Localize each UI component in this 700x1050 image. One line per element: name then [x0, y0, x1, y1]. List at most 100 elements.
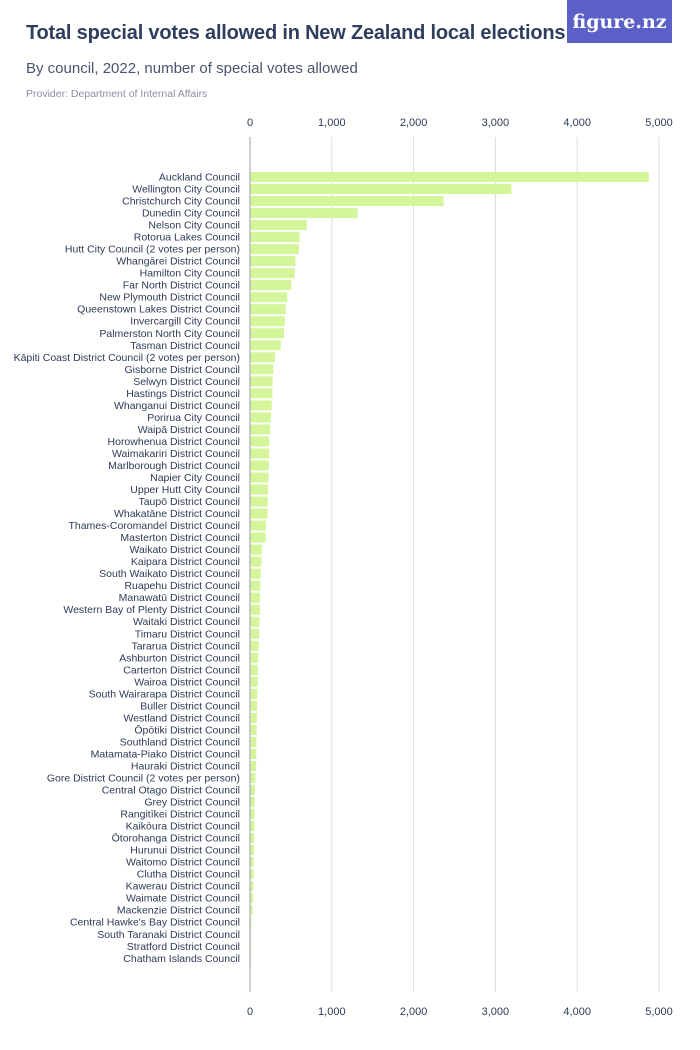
category-label: Masterton District Council — [120, 532, 240, 544]
category-label: Kawerau District Council — [126, 881, 240, 893]
category-label: Grey District Council — [144, 797, 240, 809]
category-label: Napier City Council — [150, 472, 240, 484]
bar — [250, 652, 259, 663]
bar — [250, 292, 288, 303]
bar — [250, 508, 268, 519]
bar — [250, 917, 252, 928]
bar — [250, 400, 272, 411]
bar — [250, 833, 255, 844]
category-label: Timaru District Council — [135, 628, 240, 640]
gridlines — [249, 137, 660, 992]
category-label: Palmerston North City Council — [99, 328, 240, 340]
category-label: Central Hawke's Bay District Council — [70, 917, 240, 929]
bar — [250, 592, 260, 603]
bar — [250, 340, 281, 351]
category-label: Western Bay of Plenty District Council — [63, 604, 240, 616]
category-label: Chatham Islands Council — [123, 953, 240, 965]
bar — [250, 929, 251, 940]
bar — [250, 280, 292, 291]
bar — [250, 436, 270, 447]
category-label: South Waikato District Council — [99, 568, 240, 580]
category-label: Marlborough District Council — [108, 460, 240, 472]
category-label: Ashburton District Council — [119, 652, 240, 664]
figure-nz-logo[interactable]: figure.nz — [567, 0, 672, 43]
category-label: Ōtorohanga District Council — [112, 833, 240, 845]
category-label: Taupō District Council — [138, 496, 240, 508]
bar — [250, 905, 253, 916]
category-label: Hurunui District Council — [130, 845, 240, 857]
category-label: Westland District Council — [123, 712, 240, 724]
data-provider: Provider: Department of Internal Affairs — [26, 88, 208, 100]
bottom-axis-ticks: 0 1,000 2,000 3,000 4,000 5,000 — [247, 1006, 673, 1018]
x-tick-label-bottom: 0 — [247, 1006, 253, 1018]
bar — [250, 496, 268, 507]
category-label: Hutt City Council (2 votes per person) — [65, 244, 240, 256]
category-label: Selwyn District Council — [133, 376, 240, 388]
category-label: Far North District Council — [123, 280, 240, 292]
chart-subtitle: By council, 2022, number of special vote… — [26, 60, 358, 77]
x-tick-label-top: 4,000 — [563, 117, 591, 129]
category-label: Rangitīkei District Council — [120, 809, 240, 821]
bar — [250, 448, 270, 459]
category-label: South Wairarapa District Council — [89, 688, 240, 700]
category-label: Whakatāne District Council — [114, 508, 240, 520]
bar — [250, 857, 254, 868]
category-label: Carterton District Council — [123, 664, 240, 676]
category-label: Auckland Council — [159, 172, 240, 184]
bar — [250, 220, 307, 231]
bar — [250, 424, 271, 435]
category-label: Hamilton City Council — [140, 268, 240, 280]
bar — [250, 712, 257, 723]
x-tick-label-top: 2,000 — [400, 117, 428, 129]
category-label: Whangārei District Council — [116, 256, 240, 268]
bar — [250, 172, 649, 182]
category-label: Central Otago District Council — [102, 785, 240, 797]
bar — [250, 532, 266, 543]
category-label: Waimate District Council — [126, 893, 240, 905]
bar — [250, 412, 271, 423]
bar — [250, 544, 262, 555]
bar — [250, 244, 299, 255]
bar — [250, 688, 258, 699]
category-label: Waipā District Council — [138, 424, 240, 436]
category-label: Waimakariri District Council — [112, 448, 240, 460]
x-tick-label-top: 3,000 — [482, 117, 510, 129]
category-label: Waitaki District Council — [133, 616, 240, 628]
bar — [250, 676, 258, 687]
category-label: Ōpōtiki District Council — [134, 724, 240, 736]
bar — [250, 845, 254, 856]
category-label: Queenstown Lakes District Council — [77, 304, 240, 316]
bar — [250, 316, 285, 327]
bar — [250, 268, 295, 279]
category-label: Gore District Council (2 votes per perso… — [47, 773, 240, 785]
x-tick-label-top: 5,000 — [645, 117, 673, 129]
category-label: Matamata-Piako District Council — [91, 748, 240, 760]
x-tick-label-bottom: 3,000 — [482, 1006, 510, 1018]
category-label: Christchurch City Council — [122, 196, 240, 208]
bar — [250, 388, 273, 399]
category-label: Gisborne District Council — [124, 364, 240, 376]
bar — [250, 520, 267, 531]
category-label: Clutha District Council — [137, 869, 240, 881]
bar — [250, 664, 258, 675]
category-label: Porirua City Council — [147, 412, 240, 424]
bar — [250, 256, 296, 267]
bar — [250, 797, 255, 808]
category-label: Waikato District Council — [130, 544, 240, 556]
category-label: South Taranaki District Council — [97, 929, 240, 941]
chart-title: Total special votes allowed in New Zeala… — [26, 22, 566, 44]
bar — [250, 700, 258, 711]
bar — [250, 616, 260, 627]
bar — [250, 376, 273, 387]
bar — [250, 869, 254, 880]
bar — [250, 881, 254, 892]
category-label: Horowhenua District Council — [108, 436, 240, 448]
x-tick-label-bottom: 5,000 — [645, 1006, 673, 1018]
category-label: Invercargill City Council — [130, 316, 240, 328]
bar — [250, 232, 300, 243]
category-label: Dunedin City Council — [142, 208, 240, 220]
category-label: Nelson City Council — [148, 220, 240, 232]
category-label: Waitomo District Council — [126, 857, 240, 869]
